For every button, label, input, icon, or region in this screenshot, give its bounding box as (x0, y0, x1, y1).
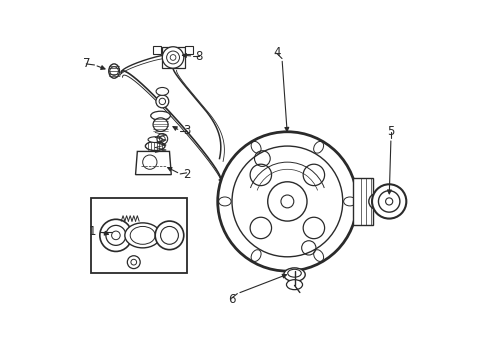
Circle shape (127, 256, 140, 269)
Circle shape (100, 219, 132, 251)
Text: 7: 7 (82, 57, 90, 71)
Circle shape (368, 194, 384, 209)
Text: 4: 4 (272, 46, 280, 59)
Bar (153, 46, 161, 54)
Bar (184, 46, 192, 54)
Text: 6: 6 (228, 293, 235, 306)
Text: 2: 2 (183, 168, 190, 181)
Circle shape (156, 95, 168, 108)
Ellipse shape (108, 64, 119, 78)
Polygon shape (135, 152, 171, 175)
Ellipse shape (283, 268, 305, 282)
Circle shape (371, 184, 406, 219)
Ellipse shape (124, 223, 160, 248)
Ellipse shape (145, 141, 164, 150)
Ellipse shape (153, 118, 168, 131)
Bar (91, 198, 187, 273)
Ellipse shape (286, 280, 302, 290)
Ellipse shape (148, 137, 162, 143)
Ellipse shape (156, 87, 168, 95)
Circle shape (217, 132, 356, 271)
Text: 5: 5 (386, 125, 394, 138)
Ellipse shape (150, 111, 170, 120)
Text: 3: 3 (183, 124, 190, 137)
Text: 1: 1 (89, 225, 96, 238)
Text: 8: 8 (195, 50, 202, 63)
Circle shape (155, 221, 183, 249)
Circle shape (162, 47, 183, 68)
Bar (353, 178, 372, 225)
Bar (162, 47, 184, 68)
